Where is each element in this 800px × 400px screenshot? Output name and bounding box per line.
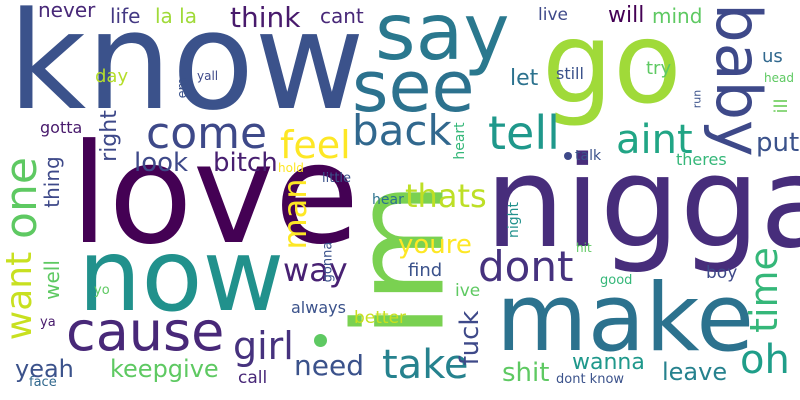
word-ive: ive: [455, 281, 481, 301]
word-tell: tell: [488, 106, 560, 160]
word-yall: yall: [197, 69, 219, 83]
word-way: way: [283, 251, 348, 289]
word-night: night: [506, 201, 522, 239]
word-man: man: [276, 178, 314, 250]
word-dont-know: dont know: [556, 372, 625, 387]
word-ya: ya: [40, 315, 56, 330]
word-hit: hit: [576, 241, 592, 255]
word-still: still: [556, 64, 584, 83]
word-always: always: [291, 298, 346, 317]
dot-2: [314, 334, 327, 347]
word-right: right: [97, 110, 122, 162]
word-lala: la la: [155, 4, 197, 28]
word-cause: cause: [66, 300, 225, 363]
word-boy: boy: [706, 263, 738, 283]
word-us: us: [762, 46, 783, 67]
word-make: make: [496, 264, 755, 373]
word-mind: mind: [652, 4, 703, 28]
word-em: em: [175, 77, 191, 99]
word-aint: aint: [616, 117, 693, 163]
word-better: better: [354, 308, 407, 328]
word-bitch: bitch: [213, 148, 278, 178]
word-feel: feel: [280, 123, 351, 167]
word-thats: thats: [405, 177, 487, 215]
word-think: think: [230, 1, 301, 34]
word-see: see: [352, 46, 475, 128]
word-fuck: fuck: [455, 310, 485, 366]
word-oh: oh: [740, 337, 790, 383]
dot-1: [564, 152, 572, 160]
word-one: one: [0, 157, 47, 239]
word-face: face: [29, 375, 57, 390]
word-theres: theres: [676, 150, 727, 169]
word-yeah: yeah: [15, 355, 74, 383]
word-good: good: [600, 273, 633, 288]
word-go: go: [542, 0, 682, 129]
word-cant: cant: [320, 4, 364, 28]
word-heart: heart: [452, 122, 468, 160]
word-back: back: [352, 106, 452, 155]
word-well: well: [40, 260, 64, 300]
word-call: call: [238, 368, 268, 388]
word-nigga: nigga: [485, 129, 800, 276]
word-hear: hear: [372, 192, 404, 208]
word-keepgive: keepgive: [110, 355, 219, 383]
word-find: find: [408, 260, 443, 281]
word-gotta: gotta: [40, 118, 83, 137]
word-ill: ill: [771, 98, 792, 114]
word-want: want: [0, 251, 40, 341]
word-little: little: [322, 171, 352, 186]
word-run: run: [690, 89, 704, 109]
word-girl: girl: [233, 324, 294, 368]
word-need: need: [294, 349, 364, 382]
word-time: time: [742, 247, 786, 333]
word-hold: hold: [278, 161, 304, 175]
word-thing: thing: [40, 156, 64, 208]
word-head: head: [764, 71, 794, 85]
word-will: will: [608, 3, 645, 28]
word-live: live: [538, 5, 568, 25]
word-life: life: [110, 4, 141, 28]
word-youre: youre: [398, 230, 472, 260]
word-gonna: gonna: [320, 241, 336, 283]
word-say: say: [375, 0, 510, 78]
word-leave: leave: [662, 358, 728, 386]
word-try: try: [646, 58, 672, 79]
word-dont: dont: [478, 242, 574, 291]
word-let: let: [510, 66, 539, 91]
word-look: look: [134, 148, 189, 178]
word-take: take: [382, 342, 469, 388]
word-know: know: [8, 0, 365, 140]
word-talk: talk: [575, 148, 602, 164]
word-love: love: [70, 114, 360, 275]
word-yo: yo: [94, 283, 110, 298]
word-shit: shit: [502, 358, 550, 388]
word-come: come: [146, 108, 268, 159]
word-wanna: wanna: [572, 350, 645, 375]
word-put: put: [756, 128, 800, 158]
word-day: day: [95, 66, 129, 87]
word-now: now: [78, 217, 285, 334]
word-never: never: [38, 0, 96, 22]
